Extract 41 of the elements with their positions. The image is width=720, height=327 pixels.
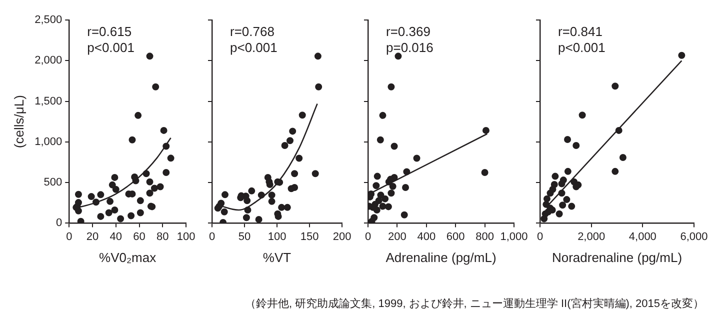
- y-tick-label: 2,000: [34, 54, 62, 67]
- x-tick-label: 50: [238, 230, 251, 243]
- x-tick-label: 0: [364, 230, 372, 243]
- y-axis-title: (cells/μL): [11, 95, 26, 148]
- x-tick-label: 1,000: [500, 230, 528, 243]
- x-tick-label: 200: [388, 230, 406, 243]
- x-tick-label: 100: [176, 230, 196, 243]
- x-axis-title: Noradrenaline (pg/mL): [552, 250, 682, 265]
- x-tick-label: 400: [417, 230, 436, 243]
- x-axis-title: Adrenaline (pg/mL): [386, 250, 496, 265]
- annotation: p<0.001: [558, 40, 606, 56]
- annotation: r=0.841: [558, 24, 602, 40]
- x-tick-label: 80: [156, 230, 169, 243]
- x-tick-label: 4,000: [628, 230, 656, 243]
- x-tick-label: 60: [133, 230, 146, 243]
- y-tick-label: 1,000: [34, 136, 62, 148]
- x-tick-label: 0: [66, 230, 72, 243]
- y-tick-label: 0: [56, 217, 62, 230]
- x-tick-label: 2,000: [578, 230, 606, 243]
- x-axis-title: %VT: [262, 250, 292, 265]
- annotation: p<0.001: [87, 40, 134, 56]
- x-tick-label: 6,000: [680, 230, 708, 243]
- x-tick-label: 100: [268, 230, 286, 243]
- x-axis-title: %V0₂max: [99, 250, 157, 265]
- x-tick-label: 0: [536, 230, 544, 243]
- annotation: r=0.768: [230, 24, 274, 40]
- annotation: p=0.016: [386, 40, 434, 56]
- x-tick-label: 0: [208, 230, 216, 243]
- annotation: r=0.369: [386, 24, 430, 40]
- x-tick-label: 150: [300, 230, 319, 243]
- x-tick-label: 800: [476, 230, 494, 243]
- x-tick-label: 600: [446, 230, 465, 243]
- annotation: p<0.001: [230, 40, 278, 56]
- x-tick-label: 20: [86, 230, 99, 243]
- x-tick-label: 200: [332, 230, 352, 243]
- annotation: r=0.615: [87, 24, 132, 40]
- y-tick-label: 2,500: [34, 14, 62, 26]
- x-tick-label: 40: [110, 230, 122, 243]
- y-tick-label: 500: [44, 176, 62, 189]
- text: （鈴井他, 研究助成論文集, 1999, および鈴井, ニュー運動生理学 II(宮村実晴編), 2015を改変）: [244, 296, 705, 311]
- y-tick-label: 1,500: [34, 95, 62, 108]
